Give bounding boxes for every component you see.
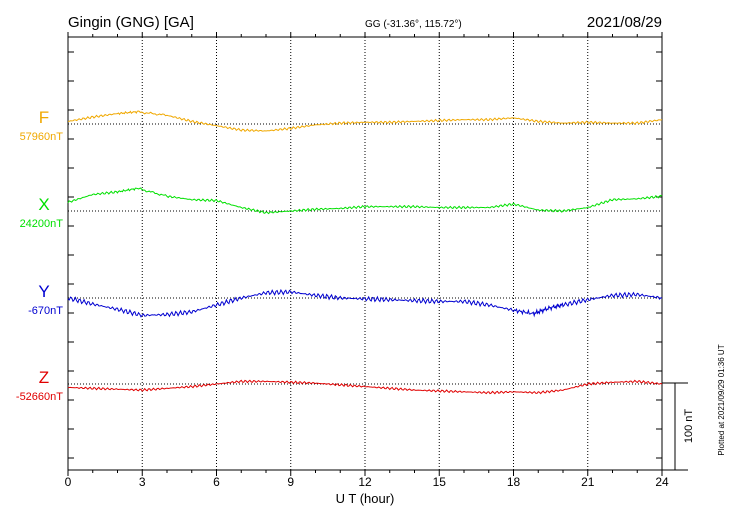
series-labels: F 57960nT X 24200nT Y -670nT Z -52660nT xyxy=(16,108,63,403)
station-title: Gingin (GNG) [GA] xyxy=(68,14,194,31)
plotted-timestamp: Plotted at 2021/09/29 01:36 UT xyxy=(717,344,726,455)
x-axis-label: U T (hour) xyxy=(336,491,395,506)
grid-lines xyxy=(141,37,589,470)
baseline-value-f: 57960nT xyxy=(20,131,64,143)
series-group xyxy=(67,110,663,395)
scale-bar: 100 nT xyxy=(662,382,695,471)
baseline-value-y: -670nT xyxy=(28,305,63,317)
x-tick-label: 3 xyxy=(139,475,146,489)
x-tick-label: 15 xyxy=(433,475,447,489)
x-tick-label: 21 xyxy=(581,475,595,489)
component-label-y: Y xyxy=(38,282,49,301)
component-label-z: Z xyxy=(39,368,49,387)
x-tick-label: 0 xyxy=(65,475,72,489)
series-line-z xyxy=(67,379,663,395)
baseline-value-z: -52660nT xyxy=(16,391,63,403)
component-label-f: F xyxy=(39,108,49,127)
date-label: 2021/08/29 xyxy=(587,14,662,31)
x-tick-labels: 0 3 6 9 12 15 18 21 24 xyxy=(65,475,669,489)
series-line-f xyxy=(67,110,663,132)
scale-bar-label: 100 nT xyxy=(683,409,695,444)
series-line-x xyxy=(67,187,663,215)
axis-ticks xyxy=(67,32,663,476)
x-tick-label: 6 xyxy=(213,475,220,489)
x-tick-label: 18 xyxy=(507,475,521,489)
x-tick-label: 12 xyxy=(358,475,372,489)
station-coordinates: GG (-31.36°, 115.72°) xyxy=(365,19,462,30)
x-tick-label: 24 xyxy=(655,475,669,489)
baseline-value-x: 24200nT xyxy=(20,218,64,230)
series-line-y xyxy=(67,288,663,318)
x-tick-label: 9 xyxy=(287,475,294,489)
component-label-x: X xyxy=(38,195,49,214)
